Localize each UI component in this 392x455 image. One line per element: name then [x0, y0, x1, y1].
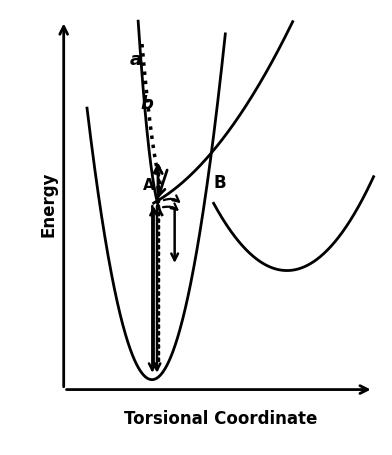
Text: b: b	[141, 95, 153, 113]
Text: Torsional Coordinate: Torsional Coordinate	[123, 410, 317, 427]
Text: a: a	[129, 51, 142, 69]
Text: Energy: Energy	[40, 171, 58, 236]
Text: A: A	[143, 178, 154, 193]
Text: B: B	[214, 174, 227, 192]
